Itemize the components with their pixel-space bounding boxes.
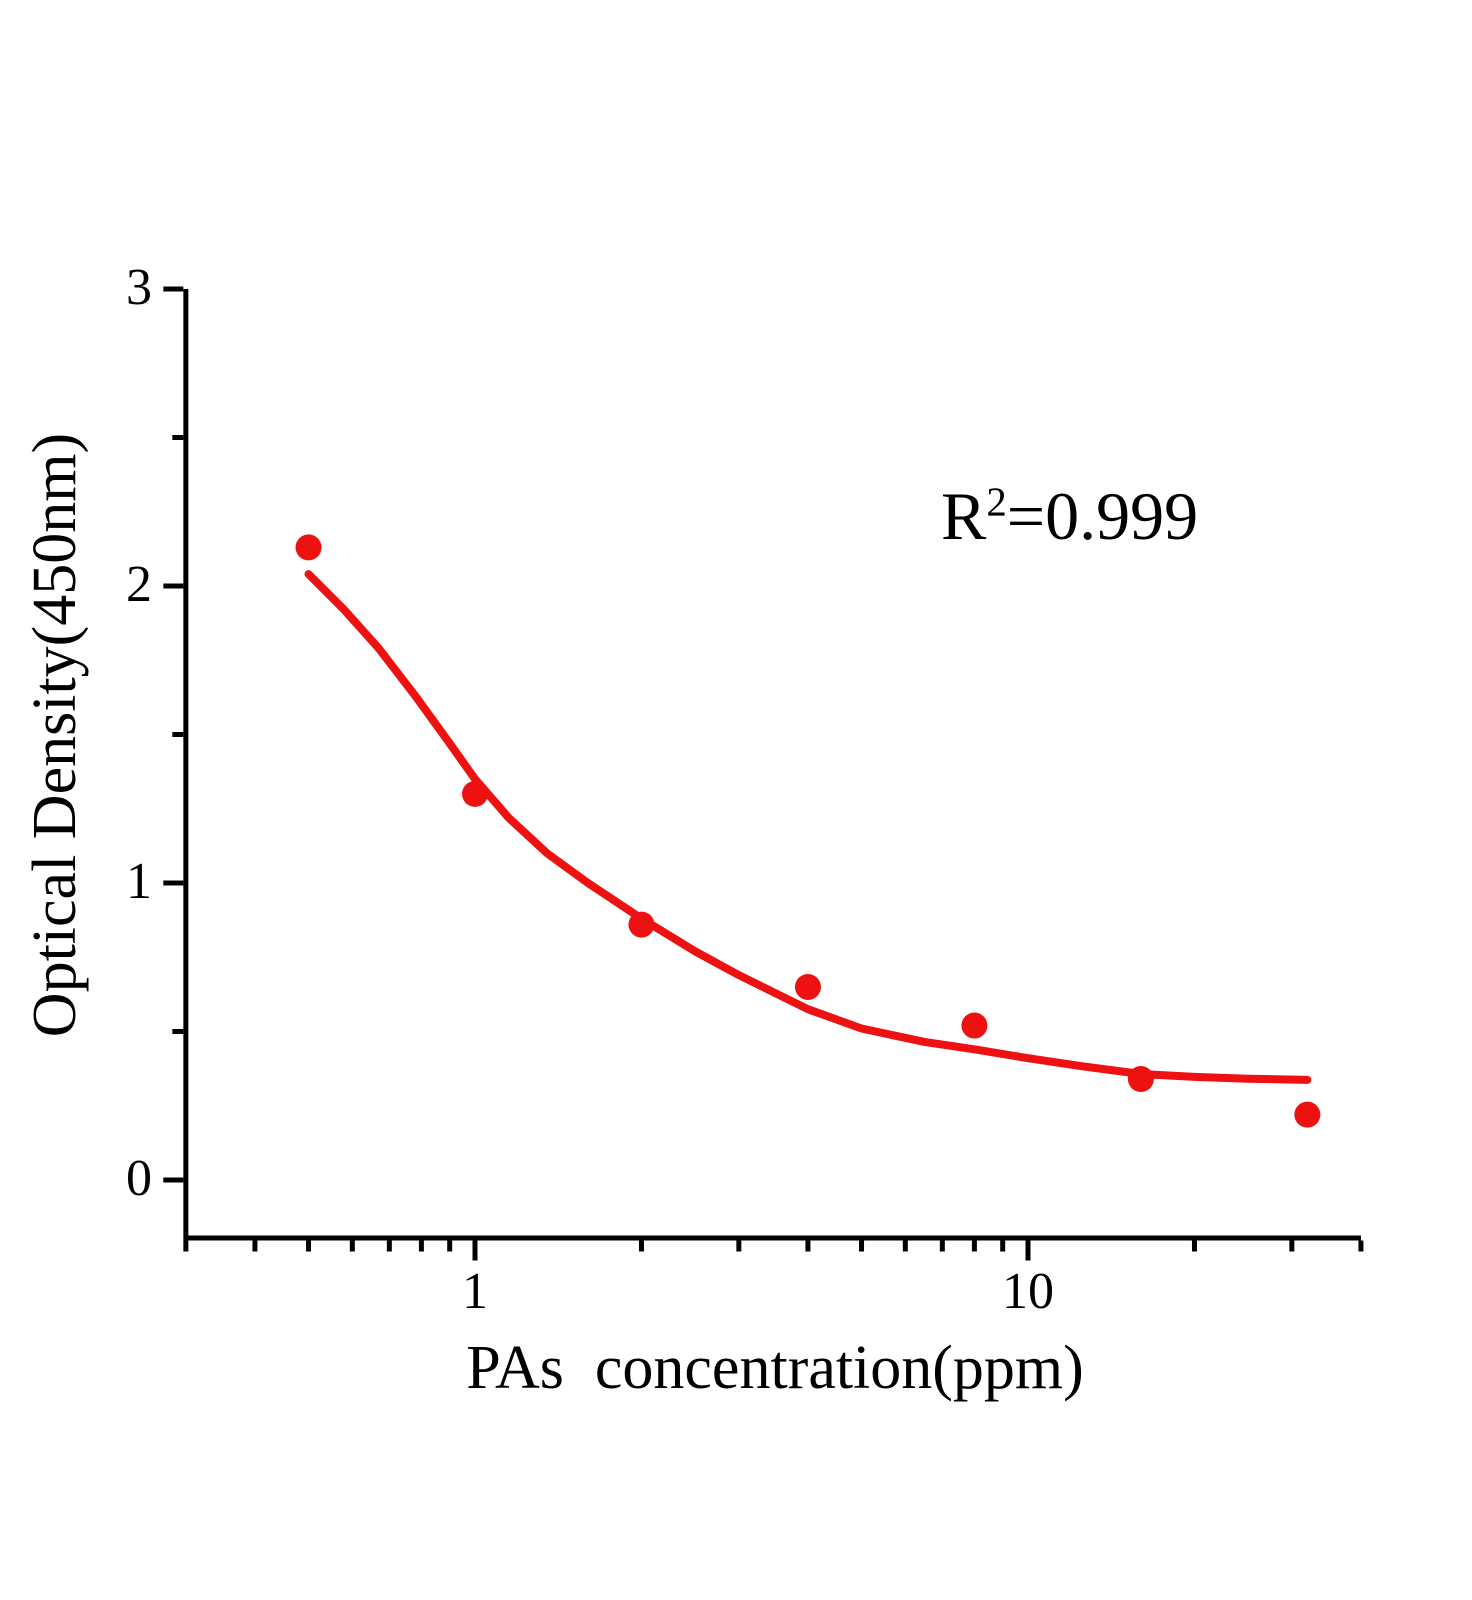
data-point <box>794 973 821 1000</box>
axis-spine <box>183 289 1361 1241</box>
data-point <box>1294 1101 1321 1128</box>
y-axis-title: Optical Density(450nm) <box>21 432 89 1038</box>
r-squared-annotation: R2=0.999 <box>941 479 1198 550</box>
axes-layer <box>163 286 1364 1261</box>
r-squared-base: R <box>941 478 987 554</box>
r-squared-superscript: 2 <box>986 479 1007 525</box>
x-tick-label: 10 <box>1002 1263 1054 1320</box>
data-point <box>628 911 655 938</box>
fit-curve-layer <box>304 570 1312 1084</box>
data-point <box>1127 1066 1154 1093</box>
data-point <box>295 534 322 561</box>
y-tick-label: 1 <box>126 852 152 910</box>
data-point <box>961 1012 988 1039</box>
y-tick-label: 2 <box>126 555 152 613</box>
y-tick-label: 0 <box>126 1149 152 1207</box>
fit-curve-line <box>304 570 1312 1084</box>
x-tick-label: 1 <box>462 1263 488 1320</box>
y-tick-label: 3 <box>126 258 152 316</box>
r-squared-value: =0.999 <box>1006 478 1199 554</box>
x-axis-title: PAs concentration(ppm) <box>466 1334 1084 1402</box>
data-points-layer <box>295 534 1321 1128</box>
data-point <box>462 780 488 807</box>
